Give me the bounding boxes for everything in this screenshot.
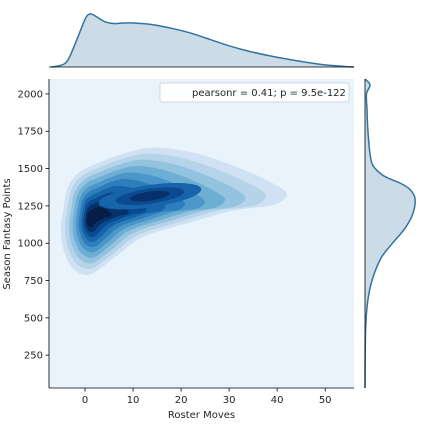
x-tick-label: 10 (127, 395, 140, 406)
kde-contours (61, 147, 287, 276)
y-tick-label: 1250 (18, 201, 43, 212)
y-tick-label: 250 (24, 351, 43, 362)
x-tick-label: 20 (175, 395, 188, 406)
x-axis-label: Roster Moves (168, 410, 235, 421)
y-ticks: 250 500 750 1000 1250 1500 1750 2000 (18, 89, 49, 362)
kde-contour (86, 206, 112, 228)
x-tick-label: 40 (271, 395, 284, 406)
y-tick-label: 1750 (18, 127, 43, 138)
y-axis-label: Season Fantasy Points (2, 178, 13, 289)
marginal-x-line (51, 13, 355, 68)
x-tick-label: 50 (319, 395, 332, 406)
legend-box (159, 82, 350, 103)
y-tick-label: 1000 (18, 239, 43, 250)
joint-kde-plot: 0 10 20 30 40 50 250 500 750 1000 1250 1500 1750 200… (2, 79, 354, 421)
marginal-y-fill (365, 79, 416, 388)
y-tick-label: 1500 (18, 164, 43, 175)
x-tick-label: 0 (82, 395, 88, 406)
marginal-x-kde (49, 13, 355, 68)
legend-annotation: pearsonr = 0.41; p = 9.5e-122 (192, 88, 346, 99)
y-tick-label: 500 (24, 313, 43, 324)
marginal-y-line (364, 78, 416, 389)
y-tick-label: 750 (24, 276, 43, 287)
kde-contour-secondary (129, 190, 170, 202)
marginal-x-fill (51, 13, 355, 67)
marginal-y-kde (364, 78, 416, 389)
x-tick-label: 30 (223, 395, 236, 406)
y-tick-label: 2000 (18, 89, 43, 100)
x-ticks: 0 10 20 30 40 50 (82, 388, 332, 406)
legend: pearsonr = 0.41; p = 9.5e-122 (159, 82, 350, 103)
